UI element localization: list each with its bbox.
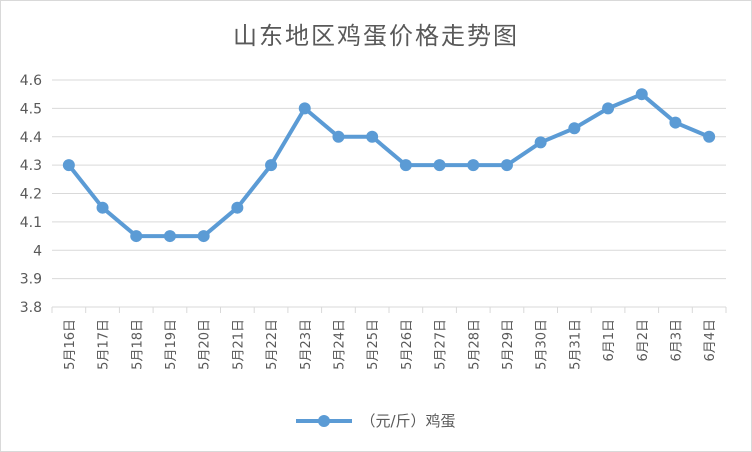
data-point xyxy=(62,159,75,172)
legend: （元/斤）鸡蛋 xyxy=(0,410,752,431)
x-tick-label: 6月3日 xyxy=(669,319,684,362)
data-point xyxy=(265,159,278,172)
x-tick-label: 5月19日 xyxy=(164,319,179,370)
x-tick-label: 5月25日 xyxy=(366,319,381,370)
x-tick-label: 5月26日 xyxy=(400,319,415,370)
y-tick-label: 3.9 xyxy=(20,272,42,288)
x-tick-label: 5月23日 xyxy=(299,319,314,370)
data-point xyxy=(467,159,480,172)
data-point xyxy=(96,201,109,214)
data-point xyxy=(366,130,379,143)
x-tick-label: 5月17日 xyxy=(97,319,112,370)
y-tick-label: 3.8 xyxy=(20,300,42,316)
data-point xyxy=(433,159,446,172)
y-tick-label: 4.3 xyxy=(20,158,42,174)
chart-title: 山东地区鸡蛋价格走势图 xyxy=(233,22,519,50)
x-tick-label: 5月22日 xyxy=(265,319,280,370)
data-point xyxy=(231,201,244,214)
x-tick-label: 5月27日 xyxy=(434,319,449,370)
x-tick-label: 6月4日 xyxy=(703,319,718,362)
data-point xyxy=(568,122,581,135)
x-tick-label: 5月30日 xyxy=(535,319,550,370)
x-tick-label: 5月16日 xyxy=(63,319,78,370)
x-tick-label: 5月24日 xyxy=(332,319,347,370)
data-point xyxy=(298,102,311,115)
data-point xyxy=(332,130,345,143)
data-point xyxy=(163,230,176,243)
data-point xyxy=(635,88,648,101)
data-point xyxy=(669,116,682,129)
x-tick-label: 5月29日 xyxy=(501,319,516,370)
x-tick-label: 5月31日 xyxy=(568,319,583,370)
x-tick-label: 5月18日 xyxy=(130,319,145,370)
y-tick-label: 4.6 xyxy=(20,73,42,89)
y-tick-label: 4.4 xyxy=(20,130,42,146)
data-point xyxy=(703,130,716,143)
y-tick-label: 4.1 xyxy=(20,215,42,231)
legend-swatch xyxy=(296,411,353,431)
y-tick-label: 4 xyxy=(33,243,42,259)
data-point xyxy=(399,159,412,172)
x-tick-label: 5月20日 xyxy=(198,319,213,370)
y-tick-label: 4.5 xyxy=(20,101,42,117)
x-tick-label: 6月1日 xyxy=(602,319,617,362)
x-tick-label: 5月28日 xyxy=(467,319,482,370)
data-point xyxy=(534,136,547,149)
data-point xyxy=(197,230,210,243)
x-tick-label: 6月2日 xyxy=(636,319,651,362)
data-point xyxy=(500,159,513,172)
legend-label: （元/斤）鸡蛋 xyxy=(360,412,456,430)
data-point xyxy=(130,230,143,243)
x-tick-label: 5月21日 xyxy=(231,319,246,370)
data-point xyxy=(602,102,615,115)
y-tick-label: 4.2 xyxy=(20,187,42,203)
